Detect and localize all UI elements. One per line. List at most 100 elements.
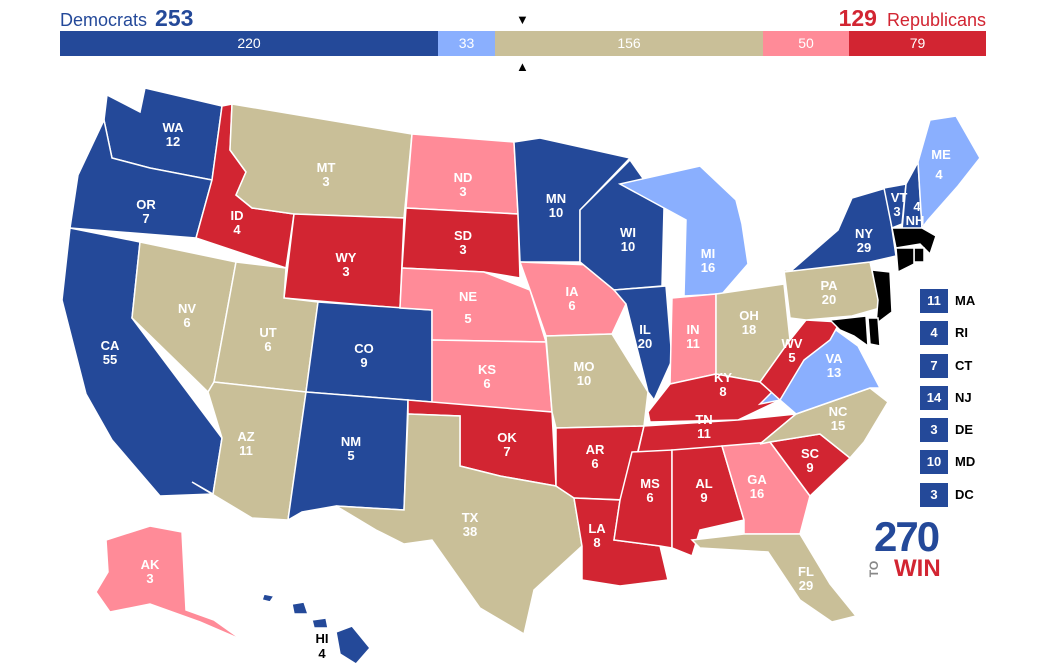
small-state-ev[interactable]: 4	[920, 321, 948, 345]
state-hi[interactable]	[261, 593, 371, 665]
svg-text:10: 10	[577, 373, 591, 388]
label-ky: KY8	[714, 370, 732, 399]
svg-text:3: 3	[342, 264, 349, 279]
small-state-md[interactable]: 10 MD	[920, 450, 1000, 474]
label-vt: VT3	[891, 190, 908, 219]
svg-text:15: 15	[831, 418, 845, 433]
bar-segment-tossup[interactable]: 156	[495, 31, 763, 56]
bar-segment-lean-rep[interactable]: 50	[763, 31, 849, 56]
svg-text:FL: FL	[798, 564, 814, 579]
svg-text:HI: HI	[316, 631, 329, 646]
svg-text:12: 12	[166, 134, 180, 149]
logo-number: 270	[874, 513, 940, 560]
small-state-nj[interactable]: 14 NJ	[920, 386, 1000, 410]
svg-text:6: 6	[568, 298, 575, 313]
state-md[interactable]	[828, 315, 869, 348]
svg-text:AK: AK	[141, 557, 160, 572]
small-state-ct[interactable]: 7 CT	[920, 354, 1000, 378]
state-ny[interactable]	[783, 187, 897, 273]
svg-text:3: 3	[459, 242, 466, 257]
svg-text:ID: ID	[231, 208, 244, 223]
bar-segment-safe-dem[interactable]: 220	[60, 31, 438, 56]
republicans-total: 129 Republicans	[839, 5, 986, 32]
small-state-ri[interactable]: 4 RI	[920, 321, 1000, 345]
small-state-abbr: NJ	[955, 390, 972, 405]
svg-text:11: 11	[686, 336, 700, 351]
svg-text:TN: TN	[695, 412, 712, 427]
svg-text:SD: SD	[454, 228, 472, 243]
label-al: AL9	[695, 476, 712, 505]
svg-text:11: 11	[239, 443, 253, 458]
bar-segment-safe-rep[interactable]: 79	[849, 31, 986, 56]
svg-text:ME: ME	[931, 147, 951, 162]
svg-text:10: 10	[549, 205, 563, 220]
label-ia: IA6	[566, 284, 580, 313]
state-fl[interactable]	[690, 533, 858, 623]
small-state-ev[interactable]: 14	[920, 386, 948, 410]
svg-text:MI: MI	[701, 246, 715, 261]
label-hi: HI4	[316, 631, 329, 661]
svg-text:16: 16	[750, 486, 764, 501]
svg-text:IA: IA	[566, 284, 580, 299]
header: Democrats 253 129 Republicans ▼ 220 33 156…	[0, 0, 1050, 73]
svg-text:KS: KS	[478, 362, 496, 377]
label-sc: SC9	[801, 446, 820, 475]
small-state-dc[interactable]: 3 DC	[920, 483, 1000, 507]
state-ri[interactable]	[913, 247, 925, 263]
svg-text:NV: NV	[178, 301, 196, 316]
small-state-ev[interactable]: 10	[920, 450, 948, 474]
state-wv[interactable]	[759, 319, 842, 402]
svg-text:NY: NY	[855, 226, 873, 241]
svg-text:GA: GA	[747, 472, 767, 487]
small-state-de[interactable]: 3 DE	[920, 418, 1000, 442]
svg-text:38: 38	[463, 524, 477, 539]
state-il[interactable]	[612, 285, 673, 402]
small-state-abbr: RI	[955, 325, 968, 340]
majority-marker-up-icon: ▲	[516, 59, 529, 74]
small-state-ev[interactable]: 3	[920, 483, 948, 507]
svg-text:WI: WI	[620, 225, 636, 240]
state-mo[interactable]	[545, 333, 649, 429]
svg-text:AL: AL	[695, 476, 712, 491]
small-state-ev[interactable]: 3	[920, 418, 948, 442]
svg-text:5: 5	[347, 448, 354, 463]
svg-text:5: 5	[788, 350, 795, 365]
svg-text:MT: MT	[317, 160, 336, 175]
svg-text:20: 20	[822, 292, 836, 307]
state-nj[interactable]	[871, 269, 893, 326]
small-state-ev[interactable]: 11	[920, 289, 948, 313]
bar-segment-lean-dem[interactable]: 33	[438, 31, 495, 56]
270towin-logo[interactable]: 270 TO WIN	[867, 513, 944, 585]
label-sd: SD3	[454, 228, 472, 257]
small-state-abbr: MA	[955, 293, 976, 308]
state-ct[interactable]	[895, 247, 915, 274]
svg-text:6: 6	[646, 490, 653, 505]
republicans-ev-count: 129	[838, 5, 877, 31]
state-me[interactable]	[917, 115, 981, 231]
state-ky[interactable]	[647, 373, 782, 423]
svg-text:4: 4	[913, 199, 921, 214]
state-sd[interactable]	[401, 207, 521, 279]
svg-text:PA: PA	[820, 278, 838, 293]
svg-text:5: 5	[464, 311, 471, 326]
svg-text:4: 4	[318, 646, 326, 661]
svg-text:3: 3	[459, 184, 466, 199]
state-mi[interactable]	[617, 165, 749, 297]
state-de[interactable]	[867, 317, 881, 347]
svg-text:9: 9	[360, 355, 367, 370]
state-ak[interactable]	[95, 525, 243, 641]
small-state-ev[interactable]: 7	[920, 354, 948, 378]
svg-text:6: 6	[264, 339, 271, 354]
democrats-label: Democrats	[60, 10, 148, 30]
state-tx[interactable]	[335, 413, 583, 636]
svg-text:10: 10	[621, 239, 635, 254]
small-state-ma[interactable]: 11 MA	[920, 289, 1000, 313]
